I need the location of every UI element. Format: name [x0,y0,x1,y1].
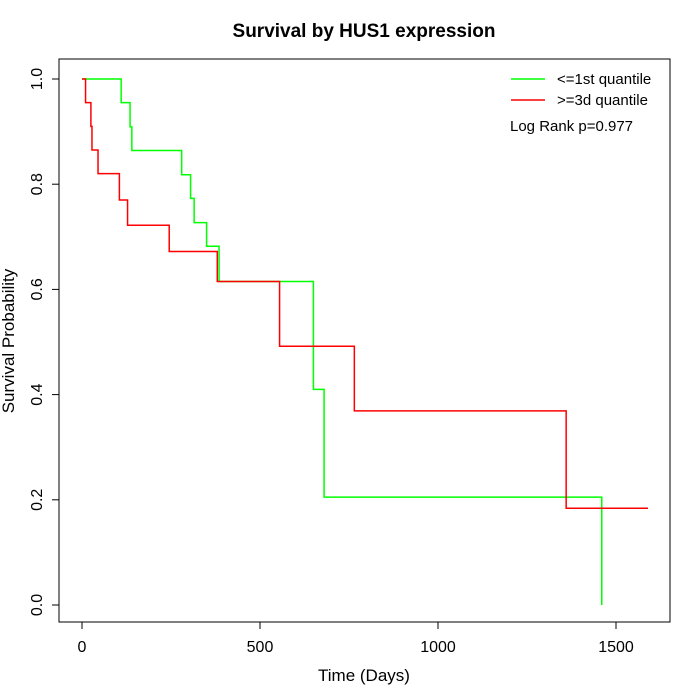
y-tick-label: 0.8 [29,173,46,195]
x-tick-label: 500 [247,639,274,656]
legend-label-low: <=1st quantile [557,71,651,88]
legend: <=1st quantile >=3d quantile [511,71,651,109]
survival-curve-low [82,78,603,605]
y-tick-label: 0.4 [29,383,46,405]
x-tick-label: 0 [78,639,87,656]
y-axis-label: Survival Probability [0,268,18,413]
legend-label-high: >=3d quantile [557,92,648,109]
y-tick-label: 0.2 [29,489,46,511]
x-tick-label: 1500 [598,639,634,656]
x-axis: 0 500 1000 1500 [78,621,634,656]
x-tick-label: 1000 [420,639,456,656]
x-axis-label: Time (Days) [318,666,410,685]
y-tick-label: 1.0 [29,68,46,90]
survival-curve-high [82,78,649,509]
series-layer [82,78,649,605]
y-tick-label: 0.6 [29,278,46,300]
chart-title: Survival by HUS1 expression [233,21,496,42]
log-rank-annotation: Log Rank p=0.977 [510,118,633,135]
y-tick-label: 0.0 [29,594,46,616]
y-axis: 0.0 0.2 0.4 0.6 0.8 1.0 [29,68,60,616]
